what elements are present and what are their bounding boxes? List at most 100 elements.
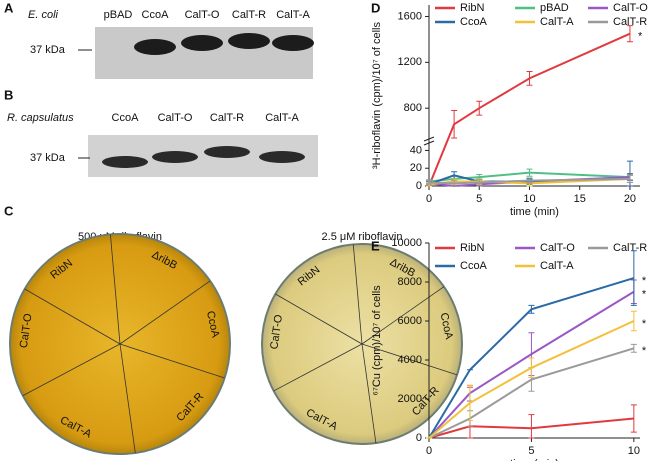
y-tick-label: 6000 [398, 315, 422, 327]
legend-label: CalT-R [613, 242, 647, 254]
panel-letter: B [4, 87, 13, 102]
lane-label: CalT-R [232, 9, 266, 21]
sector-line [22, 343, 121, 396]
y-tick-label: 0 [416, 180, 422, 192]
error-bar [528, 357, 535, 379]
x-tick-label: 15 [574, 193, 586, 205]
lane-label: CcoA [142, 9, 170, 21]
y-tick-label: 0 [416, 432, 422, 444]
legend-label: CcoA [460, 260, 488, 272]
band [272, 35, 314, 51]
sector-line [119, 343, 136, 453]
series-line [428, 417, 634, 439]
sector-label: CcoA [438, 312, 455, 341]
series-line [428, 290, 635, 439]
significance: * [638, 31, 643, 43]
error-bar [526, 71, 533, 86]
error-bar [630, 250, 637, 306]
panel-letter: A [4, 0, 14, 15]
sector-line [110, 234, 121, 345]
y-axis-title: ³H-riboflavin (cpm)/10⁷ of cells [371, 21, 383, 169]
series-line [428, 347, 635, 439]
band [259, 151, 305, 163]
y-tick-label: 2000 [398, 393, 422, 405]
x-axis-title: time (min) [510, 206, 559, 218]
error-bar [476, 100, 483, 116]
lane-label: CalT-O [158, 112, 193, 124]
series-line [428, 32, 631, 187]
y-tick-label: 20 [410, 162, 422, 174]
legend-label: RibN [460, 2, 485, 14]
error-bar [476, 179, 483, 186]
sector-line [119, 343, 225, 379]
y-tick-label: 1200 [398, 56, 422, 68]
error-bar [630, 310, 637, 332]
error-bar [626, 174, 633, 183]
sector-label: CalT-O [268, 313, 285, 350]
y-tick-label: 800 [404, 102, 422, 114]
y-tick-label: 1600 [398, 10, 422, 22]
x-tick-label: 10 [628, 445, 640, 457]
panel-letter: D [371, 0, 380, 15]
sector-label: CcoA [204, 310, 221, 339]
error-bar [630, 404, 637, 433]
blot [95, 27, 313, 79]
sector-line [352, 244, 363, 345]
x-axis-title: time (min) [510, 458, 559, 461]
legend-label: RibN [460, 242, 485, 254]
sector-line [361, 343, 377, 444]
band [152, 151, 198, 163]
y-tick-label: 4000 [398, 354, 422, 366]
legend-label: CalT-O [540, 242, 575, 254]
x-tick-label: 5 [528, 445, 534, 457]
organism: R. capsulatus [7, 112, 74, 124]
sector-line [273, 343, 363, 392]
legend-label: CcoA [460, 16, 488, 28]
series-line [428, 320, 635, 439]
x-tick-label: 5 [476, 193, 482, 205]
marker-label: 37 kDa [30, 152, 66, 164]
error-bar [451, 109, 458, 139]
error-bar [626, 25, 633, 43]
error-bar [451, 180, 458, 187]
lane-label: pBAD [104, 9, 133, 21]
error-bar [528, 304, 535, 314]
sector-line [361, 286, 445, 345]
band [181, 35, 223, 51]
error-bar [466, 384, 473, 421]
significance: * [642, 345, 647, 357]
sector-line [119, 280, 211, 345]
error-bar [426, 180, 432, 185]
lane-label: CalT-O [185, 9, 220, 21]
organism: E. coli [28, 9, 59, 21]
x-tick-label: 20 [624, 193, 636, 205]
band [102, 156, 148, 168]
sector-line [24, 288, 121, 345]
sector-line [275, 293, 363, 345]
plate-title: 2.5 μM riboflavin [322, 231, 403, 243]
marker-label: 37 kDa [30, 44, 66, 56]
y-tick-label: 40 [410, 144, 422, 156]
y-axis-title: ⁶⁷Cu (cpm)/10⁷ of cells [371, 285, 383, 396]
sector-line [361, 343, 458, 376]
significance: * [642, 275, 647, 287]
band [204, 146, 250, 158]
error-bar [630, 343, 637, 353]
legend-label: CalT-A [540, 16, 574, 28]
lane-label: CalT-A [276, 9, 310, 21]
x-tick-label: 0 [426, 193, 432, 205]
panel-letter: C [4, 203, 14, 218]
error-bar [526, 168, 533, 177]
y-tick-label: 8000 [398, 276, 422, 288]
sector-label: CalT-O [18, 312, 35, 349]
significance: * [642, 289, 647, 301]
legend-label: pBAD [540, 2, 569, 14]
x-tick-label: 0 [426, 445, 432, 457]
significance: * [642, 318, 647, 330]
band [134, 39, 176, 55]
lane-label: CalT-A [265, 112, 299, 124]
error-bar [528, 414, 535, 439]
y-tick-label: 10000 [391, 237, 422, 249]
